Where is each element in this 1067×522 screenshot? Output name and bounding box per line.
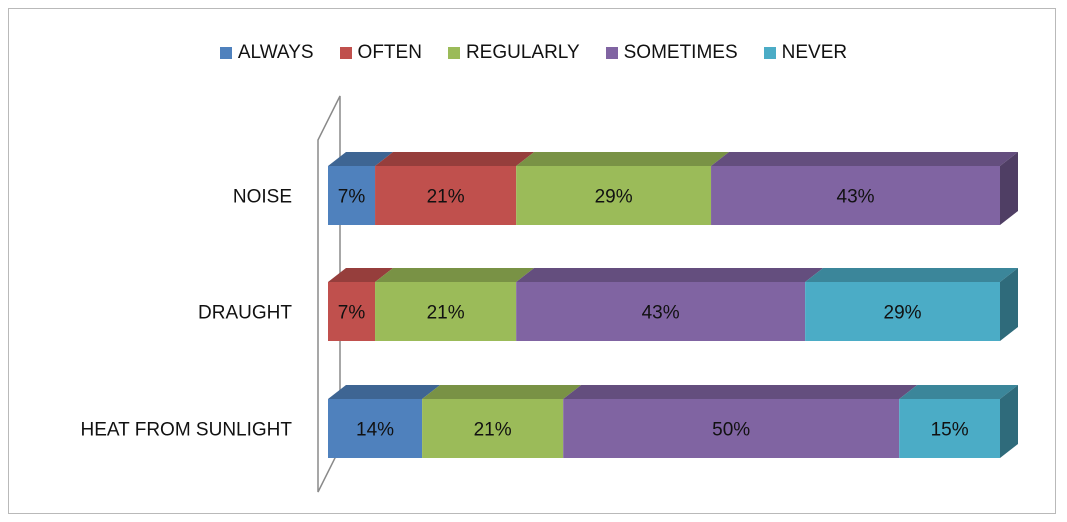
bar-side-draught-never	[1000, 268, 1018, 341]
data-label-heat-from-sunlight-never: 15%	[931, 420, 969, 441]
legend-label-never: NEVER	[781, 42, 848, 63]
bar-draught-regularly	[375, 282, 517, 341]
data-label-heat-from-sunlight-sometimes: 50%	[712, 420, 750, 441]
bar-heat-from-sunlight-always	[328, 399, 423, 458]
bar-draught-sometimes	[516, 282, 806, 341]
bar-heat-from-sunlight-regularly	[422, 399, 564, 458]
legend-swatch-always	[219, 47, 232, 59]
category-label-draught: DRAUGHT	[198, 303, 292, 324]
legend-swatch-often	[339, 47, 352, 59]
legend-item-never: NEVER	[763, 42, 848, 64]
bar-top-noise-regularly	[516, 152, 730, 166]
bar-top-noise-always	[328, 152, 394, 166]
bar-top-heat-from-sunlight-never	[899, 385, 1018, 399]
bar-noise-regularly	[516, 166, 712, 225]
bar-noise-often	[375, 166, 517, 225]
data-label-noise-often: 21%	[427, 187, 465, 208]
legend-swatch-sometimes	[605, 47, 618, 59]
legend-label-sometimes: SOMETIMES	[623, 42, 738, 63]
bar-top-heat-from-sunlight-sometimes	[563, 385, 918, 399]
data-label-draught-regularly: 21%	[427, 303, 465, 324]
bar-heat-from-sunlight-sometimes	[563, 399, 900, 458]
bar-noise-always	[328, 166, 376, 225]
legend-swatch-never	[763, 47, 776, 59]
bar-draught-often	[328, 282, 376, 341]
bar-top-draught-often	[328, 268, 394, 282]
legend-item-always: ALWAYS	[219, 42, 314, 64]
bar-top-draught-sometimes	[516, 268, 824, 282]
legend-label-regularly: REGULARLY	[465, 42, 580, 63]
data-label-heat-from-sunlight-always: 14%	[356, 420, 394, 441]
data-label-noise-always: 7%	[338, 187, 366, 208]
bar-noise-sometimes	[711, 166, 1000, 225]
legend-label-always: ALWAYS	[237, 42, 314, 63]
legend-swatch-regularly	[447, 47, 460, 59]
bar-top-draught-regularly	[375, 268, 535, 282]
bar-top-heat-from-sunlight-always	[328, 385, 441, 399]
category-label-noise: NOISE	[233, 187, 292, 208]
data-label-heat-from-sunlight-regularly: 21%	[474, 420, 512, 441]
data-label-draught-often: 7%	[338, 303, 366, 324]
bar-top-heat-from-sunlight-regularly	[422, 385, 582, 399]
legend-item-regularly: REGULARLY	[447, 42, 580, 64]
bar-side-noise-sometimes	[1000, 152, 1018, 225]
bar-top-noise-sometimes	[711, 152, 1018, 166]
bar-side-heat-from-sunlight-never	[1000, 385, 1018, 458]
legend: ALWAYS OFTEN REGULARLY SOMETIMES NEVER	[0, 36, 1067, 70]
data-label-draught-sometimes: 43%	[642, 303, 680, 324]
bar-draught-never	[805, 282, 1000, 341]
bar-top-noise-often	[375, 152, 535, 166]
legend-item-sometimes: SOMETIMES	[605, 42, 738, 64]
category-label-heat-from-sunlight: HEAT FROM SUNLIGHT	[81, 420, 293, 441]
legend-item-often: OFTEN	[339, 42, 422, 64]
bar-top-draught-never	[805, 268, 1018, 282]
data-label-draught-never: 29%	[884, 303, 922, 324]
data-label-noise-regularly: 29%	[595, 187, 633, 208]
bar-heat-from-sunlight-never	[899, 399, 1000, 458]
data-label-noise-sometimes: 43%	[837, 187, 875, 208]
legend-label-often: OFTEN	[357, 42, 422, 63]
